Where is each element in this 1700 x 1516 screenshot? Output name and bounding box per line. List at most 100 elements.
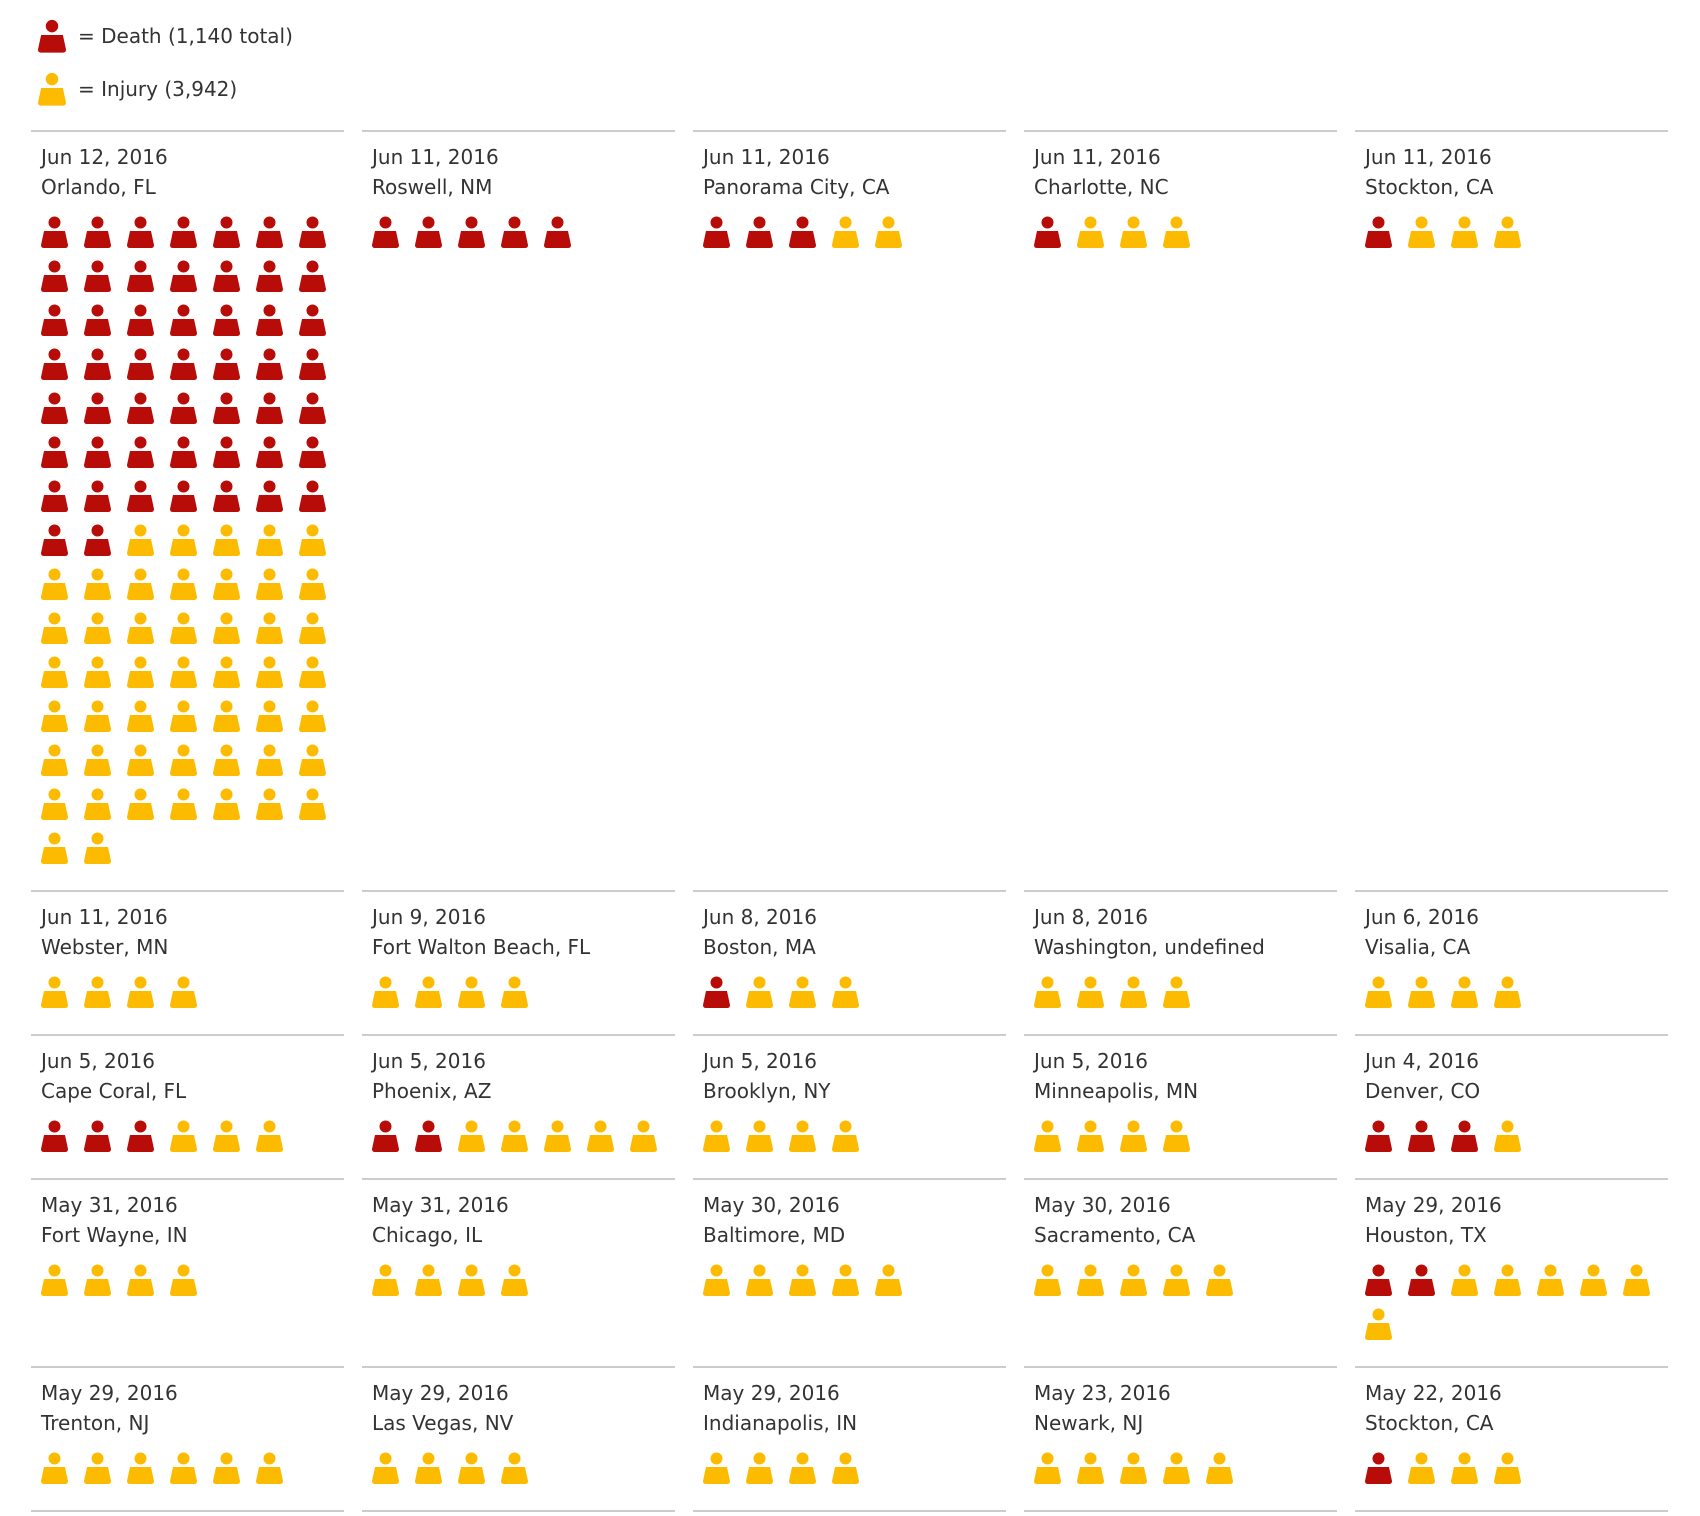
- person-injury-icon: [84, 832, 127, 876]
- incident-date: Jun 5, 2016: [372, 1049, 486, 1073]
- person-death-icon: [256, 348, 299, 392]
- person-injury-icon: [41, 1264, 84, 1308]
- person-death-icon: [256, 216, 299, 260]
- person-death-icon: [41, 216, 84, 260]
- person-injury-icon: [84, 1264, 127, 1308]
- incident-date: May 29, 2016: [372, 1381, 509, 1405]
- incident-card: Jun 12, 2016 Orlando, FL: [31, 130, 344, 890]
- incident-date: Jun 8, 2016: [703, 905, 817, 929]
- person-injury-icon: [170, 700, 213, 744]
- person-death-icon: [372, 1120, 415, 1164]
- incident-place: Cape Coral, FL: [41, 1079, 187, 1103]
- person-injury-icon: [746, 1452, 789, 1496]
- person-death-icon: [299, 260, 342, 304]
- person-death-icon: [1365, 1120, 1408, 1164]
- incident-place: Baltimore, MD: [703, 1223, 846, 1247]
- person-death-icon: [1034, 216, 1077, 260]
- person-injury-icon: [127, 700, 170, 744]
- incident-card: May 30, 2016 Sacramento, CA: [1024, 1178, 1337, 1366]
- person-injury-icon: [256, 656, 299, 700]
- person-injury-icon: [299, 656, 342, 700]
- person-injury-icon: [41, 788, 84, 832]
- person-injury-icon: [213, 1120, 256, 1164]
- person-injury-icon: [127, 788, 170, 832]
- person-death-icon: [84, 304, 127, 348]
- person-death-icon: [41, 348, 84, 392]
- person-injury-icon: [1580, 1264, 1623, 1308]
- person-injury-icon: [789, 1120, 832, 1164]
- person-injury-icon: [38, 72, 66, 106]
- incident-card: Jun 5, 2016 Phoenix, AZ: [362, 1034, 675, 1178]
- person-death-icon: [127, 348, 170, 392]
- person-injury-icon: [1451, 1452, 1494, 1496]
- person-injury-icon: [746, 1120, 789, 1164]
- person-injury-icon: [501, 1452, 544, 1496]
- person-death-icon: [256, 260, 299, 304]
- incident-card: Jun 5, 2016 Cape Coral, FL: [31, 1034, 344, 1178]
- person-death-icon: [299, 480, 342, 524]
- person-death-icon: [84, 392, 127, 436]
- person-injury-icon: [372, 1452, 415, 1496]
- person-injury-icon: [299, 788, 342, 832]
- incident-place: Boston, MA: [703, 935, 816, 959]
- person-injury-icon: [84, 612, 127, 656]
- incident-card: May 29, 2016 Indianapolis, IN: [693, 1366, 1006, 1512]
- person-injury-icon: [746, 1264, 789, 1308]
- incident-place: Indianapolis, IN: [703, 1411, 858, 1435]
- person-injury-icon: [544, 1120, 587, 1164]
- person-death-icon: [213, 216, 256, 260]
- person-death-icon: [256, 436, 299, 480]
- incident-card: May 23, 2016 Newark, NJ: [1024, 1366, 1337, 1512]
- person-injury-icon: [458, 976, 501, 1020]
- person-death-icon: [415, 1120, 458, 1164]
- person-injury-icon: [415, 1452, 458, 1496]
- person-death-icon: [415, 216, 458, 260]
- person-injury-icon: [41, 700, 84, 744]
- victim-icons: [41, 1264, 346, 1308]
- person-death-icon: [170, 260, 213, 304]
- person-death-icon: [299, 436, 342, 480]
- person-injury-icon: [1120, 1264, 1163, 1308]
- person-injury-icon: [1163, 1264, 1206, 1308]
- person-death-icon: [544, 216, 587, 260]
- person-death-icon: [127, 304, 170, 348]
- person-injury-icon: [213, 744, 256, 788]
- person-death-icon: [703, 976, 746, 1020]
- person-injury-icon: [1077, 1452, 1120, 1496]
- victim-icons: [372, 976, 677, 1020]
- person-death-icon: [41, 1120, 84, 1164]
- person-injury-icon: [170, 524, 213, 568]
- incident-card: Jun 11, 2016 Webster, MN: [31, 890, 344, 1034]
- incident-card: Jun 11, 2016 Stockton, CA: [1355, 130, 1668, 890]
- person-injury-icon: [127, 568, 170, 612]
- person-injury-icon: [1120, 216, 1163, 260]
- person-injury-icon: [458, 1264, 501, 1308]
- victim-icons: [703, 976, 1008, 1020]
- person-injury-icon: [84, 656, 127, 700]
- person-injury-icon: [1077, 1120, 1120, 1164]
- person-injury-icon: [1365, 1308, 1408, 1352]
- person-injury-icon: [789, 1264, 832, 1308]
- person-death-icon: [1365, 1452, 1408, 1496]
- person-injury-icon: [875, 216, 918, 260]
- person-death-icon: [127, 480, 170, 524]
- person-death-icon: [746, 216, 789, 260]
- incident-card: Jun 8, 2016 Washington, undefined: [1024, 890, 1337, 1034]
- person-injury-icon: [213, 656, 256, 700]
- person-death-icon: [38, 19, 66, 53]
- incident-date: May 29, 2016: [1365, 1193, 1502, 1217]
- incident-place: Washington, undefined: [1034, 935, 1265, 959]
- person-injury-icon: [41, 656, 84, 700]
- person-injury-icon: [832, 1120, 875, 1164]
- person-injury-icon: [127, 976, 170, 1020]
- person-injury-icon: [1163, 1452, 1206, 1496]
- incident-card: May 30, 2016 Baltimore, MD: [693, 1178, 1006, 1366]
- person-death-icon: [703, 216, 746, 260]
- incident-place: Roswell, NM: [372, 175, 493, 199]
- incident-date: Jun 5, 2016: [41, 1049, 155, 1073]
- incident-place: Orlando, FL: [41, 175, 156, 199]
- incident-card: Jun 5, 2016 Minneapolis, MN: [1024, 1034, 1337, 1178]
- person-death-icon: [299, 304, 342, 348]
- person-injury-icon: [41, 612, 84, 656]
- person-injury-icon: [875, 1264, 918, 1308]
